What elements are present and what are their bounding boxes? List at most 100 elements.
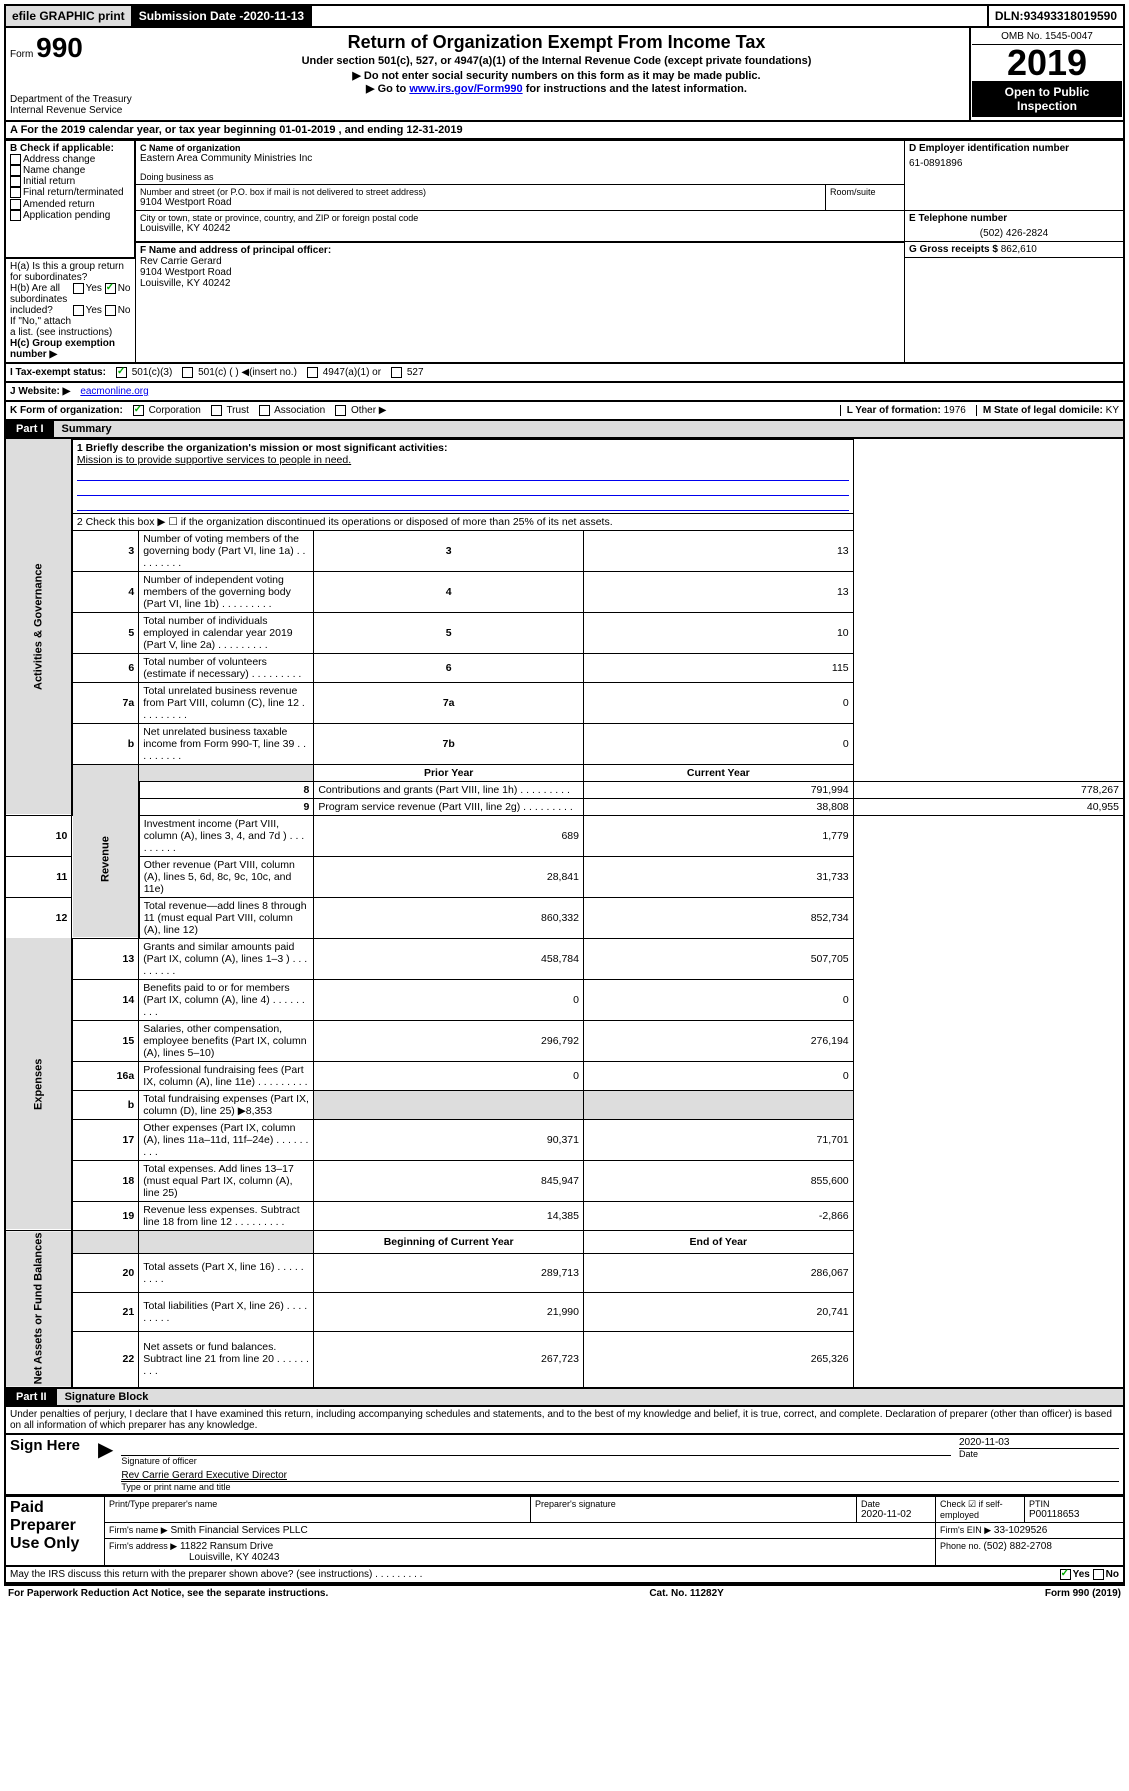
date-label: Date bbox=[959, 1448, 1119, 1459]
submission-date: Submission Date - 2020-11-13 bbox=[133, 6, 312, 26]
row-num: 14 bbox=[72, 979, 139, 1020]
check-501c3[interactable]: 501(c)(3) bbox=[116, 367, 172, 378]
officer-addr: 9104 Westport Road bbox=[140, 267, 900, 278]
check-application-pending[interactable]: Application pending bbox=[10, 210, 130, 221]
check-address-change[interactable]: Address change bbox=[10, 154, 130, 165]
ptin-label: PTIN bbox=[1029, 1499, 1119, 1509]
row-val: 0 bbox=[584, 723, 854, 764]
prep-sig-label: Preparer's signature bbox=[535, 1499, 852, 1509]
part2-label: Part II bbox=[6, 1389, 57, 1405]
efile-print[interactable]: efile GRAPHIC print bbox=[6, 6, 133, 26]
officer-label: F Name and address of principal officer: bbox=[140, 245, 900, 256]
row-num: 4 bbox=[72, 571, 139, 612]
org-name-label: C Name of organization bbox=[140, 143, 900, 153]
check-501c[interactable]: 501(c) ( ) ◀(insert no.) bbox=[182, 367, 297, 378]
discuss-no-check[interactable] bbox=[1093, 1569, 1104, 1580]
city-label: City or town, state or province, country… bbox=[140, 213, 900, 223]
row-label: Number of independent voting members of … bbox=[139, 571, 314, 612]
discuss-yes-check[interactable] bbox=[1060, 1569, 1071, 1580]
row-idx: 7b bbox=[314, 723, 584, 764]
dln: DLN: 93493318019590 bbox=[989, 6, 1123, 26]
row-label: Salaries, other compensation, employee b… bbox=[139, 1020, 314, 1061]
row-num: 21 bbox=[72, 1292, 139, 1331]
row-label: Investment income (Part VIII, column (A)… bbox=[139, 815, 314, 856]
check-final-return[interactable]: Final return/terminated bbox=[10, 187, 130, 198]
mission-text: Mission is to provide supportive service… bbox=[77, 454, 351, 466]
form-number: 990 bbox=[36, 32, 83, 63]
row-label: Total unrelated business revenue from Pa… bbox=[139, 682, 314, 723]
row-label: Net unrelated business taxable income fr… bbox=[139, 723, 314, 764]
prior-val: 289,713 bbox=[314, 1253, 584, 1292]
top-bar: efile GRAPHIC print Submission Date - 20… bbox=[4, 4, 1125, 28]
check-amended[interactable]: Amended return bbox=[10, 199, 130, 210]
officer-city: Louisville, KY 40242 bbox=[140, 278, 900, 289]
bcy-header: Beginning of Current Year bbox=[314, 1230, 584, 1253]
row-label: Total revenue—add lines 8 through 11 (mu… bbox=[139, 897, 314, 938]
prior-val: 28,841 bbox=[314, 856, 584, 897]
firm-name-label: Firm's name ▶ bbox=[109, 1525, 168, 1535]
form-header: Form 990 Department of the Treasury Inte… bbox=[4, 28, 1125, 122]
row-label: Other revenue (Part VIII, column (A), li… bbox=[139, 856, 314, 897]
row-num: 3 bbox=[72, 530, 139, 571]
prior-val: 21,990 bbox=[314, 1292, 584, 1331]
form-prefix: Form bbox=[10, 49, 33, 60]
check-other[interactable]: Other ▶ bbox=[335, 405, 386, 416]
form-subtitle: Under section 501(c), 527, or 4947(a)(1)… bbox=[148, 55, 965, 67]
website-link[interactable]: eacmonline.org bbox=[80, 386, 148, 397]
line2: 2 Check this box ▶ ☐ if the organization… bbox=[72, 513, 853, 530]
row-label: Other expenses (Part IX, column (A), lin… bbox=[139, 1119, 314, 1160]
entity-info: B Check if applicable: Address change Na… bbox=[4, 140, 1125, 364]
firm-phone-label: Phone no. bbox=[940, 1541, 984, 1551]
side-revenue: Revenue bbox=[72, 781, 139, 938]
prior-val: 38,808 bbox=[584, 798, 854, 815]
footer-right: Form 990 (2019) bbox=[1045, 1588, 1121, 1599]
dept-treasury: Department of the Treasury Internal Reve… bbox=[10, 94, 140, 116]
check-4947[interactable]: 4947(a)(1) or bbox=[307, 367, 381, 378]
form-note-ssn: ▶ Do not enter social security numbers o… bbox=[148, 69, 965, 82]
current-val: 265,326 bbox=[584, 1332, 854, 1388]
check-corporation[interactable]: Corporation bbox=[133, 405, 201, 416]
sign-date: 2020-11-03 bbox=[959, 1437, 1119, 1448]
arrow-icon: ▶ bbox=[94, 1435, 117, 1495]
footer-mid: Cat. No. 11282Y bbox=[649, 1588, 723, 1599]
row-num: 13 bbox=[72, 938, 139, 979]
row-num: 7a bbox=[72, 682, 139, 723]
prior-val: 0 bbox=[314, 979, 584, 1020]
row-num: 17 bbox=[72, 1119, 139, 1160]
mission-label: 1 Briefly describe the organization's mi… bbox=[77, 442, 448, 454]
typed-name-label: Type or print name and title bbox=[121, 1481, 1119, 1492]
part2-header: Part II Signature Block bbox=[4, 1389, 1125, 1407]
row-val: 115 bbox=[584, 653, 854, 682]
state-domicile: M State of legal domicile: KY bbox=[976, 405, 1119, 416]
current-val: 40,955 bbox=[853, 798, 1124, 815]
sign-here-label: Sign Here bbox=[5, 1435, 94, 1495]
check-name-change[interactable]: Name change bbox=[10, 165, 130, 176]
irs-link[interactable]: www.irs.gov/Form990 bbox=[409, 83, 522, 95]
current-val: -2,866 bbox=[584, 1201, 854, 1230]
row-label: Total assets (Part X, line 16) bbox=[139, 1253, 314, 1292]
gross-receipts-label: G Gross receipts $ bbox=[909, 244, 1001, 255]
check-association[interactable]: Association bbox=[259, 405, 325, 416]
row-num: 11 bbox=[5, 856, 72, 897]
officer-name: Rev Carrie Gerard bbox=[140, 256, 900, 267]
check-trust[interactable]: Trust bbox=[211, 405, 249, 416]
group-return-q: H(a) Is this a group return for subordin… bbox=[10, 261, 131, 283]
self-employed-check[interactable]: Check ☑ if self-employed bbox=[940, 1499, 1020, 1520]
firm-addr-label: Firm's address ▶ bbox=[109, 1541, 177, 1551]
row-num: 8 bbox=[139, 781, 314, 798]
public-inspection: Open to Public Inspection bbox=[972, 81, 1122, 117]
current-val: 0 bbox=[584, 1061, 854, 1090]
prior-val: 860,332 bbox=[314, 897, 584, 938]
check-initial-return[interactable]: Initial return bbox=[10, 176, 130, 187]
page-footer: For Paperwork Reduction Act Notice, see … bbox=[4, 1584, 1125, 1601]
row-num: 6 bbox=[72, 653, 139, 682]
prior-val: 90,371 bbox=[314, 1119, 584, 1160]
row-idx: 4 bbox=[314, 571, 584, 612]
ptin-value: P00118653 bbox=[1029, 1509, 1119, 1520]
check-527[interactable]: 527 bbox=[391, 367, 423, 378]
side-net-assets: Net Assets or Fund Balances bbox=[5, 1230, 72, 1387]
row-label: Professional fundraising fees (Part IX, … bbox=[139, 1061, 314, 1090]
current-val: 0 bbox=[584, 979, 854, 1020]
tax-year: 2019 bbox=[972, 45, 1122, 81]
row-num: 10 bbox=[5, 815, 72, 856]
